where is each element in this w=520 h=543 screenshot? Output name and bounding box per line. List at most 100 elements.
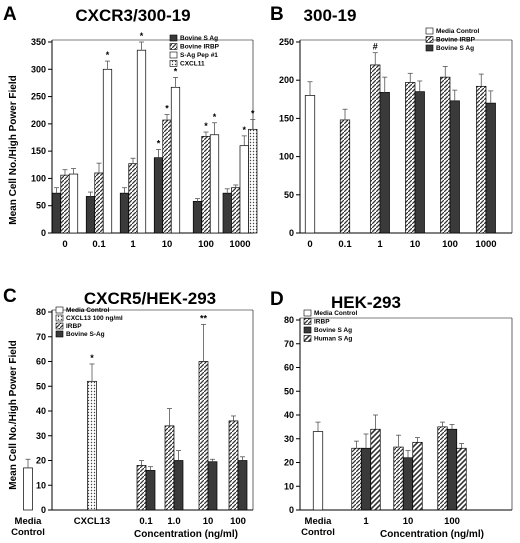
x-tick-label: Media [15,516,43,527]
bar [136,49,147,234]
legend-entry: Bovine S Ag [180,35,218,42]
bar [304,95,316,234]
y-tick-label: 150 [279,113,294,123]
y-tick-label: 10 [36,480,46,490]
x-axis-label-d: Concentration (ng/ml) [380,529,484,540]
y-axis-label-top: Mean Cell No./High Power Field [8,75,19,224]
y-tick-label: 20 [36,456,46,466]
legend-swatch [303,335,312,342]
panel-letter: B [270,4,284,25]
y-tick-label: 0 [289,505,294,515]
x-tick-label: 10 [410,239,421,250]
bar [207,461,218,511]
panel-b: B 300-19 0 50 100 150 200 250 0 0.1 #1 10 100 1000 Med… [270,4,513,250]
bar [237,460,248,511]
legend-swatch [425,27,434,35]
legend-entry: Bovine S Ag [314,327,352,334]
bar [312,431,324,511]
chart-title: CXCR5/HEK-293 [84,289,216,308]
legend-entry: Media Control [436,28,480,35]
bar [145,470,156,511]
legend-entry: Bovine S-Ag [66,331,105,338]
bar [164,425,175,511]
significance-marker: ** [200,313,208,323]
y-tick-label: 70 [36,332,46,342]
bar [192,200,203,234]
y-tick-label: 250 [279,37,294,47]
legend-swatch [169,34,178,42]
bar [476,85,487,234]
legend-entry: Media Control [66,307,110,314]
panel-letter: C [3,286,17,307]
y-tick-label: 50 [36,201,46,211]
bar [209,134,220,234]
x-tick-label: 1000 [475,239,496,250]
legend-swatch [303,326,312,334]
bar [456,447,467,511]
bar [87,380,97,511]
x-tick-label: 1 [130,239,136,250]
x-tick-label: Control [301,527,335,538]
legend-swatch [169,60,178,67]
bar [170,86,181,234]
x-tick-label: 1 [377,239,383,250]
significance-marker: * [242,125,246,135]
y-tick-label: 30 [36,431,46,441]
significance-marker: * [165,104,169,114]
legend-swatch [169,43,178,50]
y-tick-label: 250 [31,92,46,102]
chart-title: HEK-293 [331,293,401,312]
y-tick-label: 40 [284,410,294,420]
chart-title: CXCR3/300-19 [75,6,190,25]
legend-swatch [55,306,64,314]
bar [128,163,138,234]
bar [94,172,104,234]
legend-entry: IRBP [314,319,330,326]
bar [60,174,70,234]
bar [412,441,423,511]
bar [414,91,425,234]
y-tick-label: 300 [31,64,46,74]
bar [173,460,184,511]
legend-entry: CXCL13 100 ng/ml [66,315,123,322]
y-tick-label: 80 [36,307,46,317]
chart-title: 300-19 [304,6,357,25]
x-tick-label: 100 [230,516,246,527]
bar [162,119,172,234]
bar [370,64,381,234]
y-tick-label: 0 [289,228,294,238]
legend-entry: Human S Ag [314,336,352,343]
significance-marker: * [213,112,217,122]
legend-swatch [55,314,64,322]
bar [198,361,209,511]
y-tick-label: 150 [31,146,46,156]
significance-marker: * [204,121,208,131]
bar [153,157,164,234]
x-tick-label: 10 [403,516,414,527]
bar [239,145,249,234]
y-tick-label: 50 [284,386,294,396]
bar [449,100,460,234]
x-tick-label: 0 [307,239,312,250]
y-tick-label: 80 [284,315,294,325]
bar [446,428,458,511]
bar [23,467,33,511]
bar [136,465,147,511]
x-tick-label: 10 [203,516,214,527]
x-tick-label: 1 [363,516,369,527]
bar [351,447,362,511]
bar [68,173,79,234]
y-axis-label-bottom: Mean Cell No./High Power Field [8,340,19,489]
x-tick-label: 10 [162,239,173,250]
bar [119,192,130,234]
y-tick-label: 100 [279,152,294,162]
significance-marker: * [251,108,255,118]
significance-marker: * [106,50,110,60]
bar [360,447,372,511]
x-tick-label: 100 [198,239,214,250]
legend-entry: Bovine S Ag [436,45,474,52]
bar [201,136,211,234]
bar [437,426,448,511]
significance-marker: * [140,31,144,41]
bar [222,192,232,234]
